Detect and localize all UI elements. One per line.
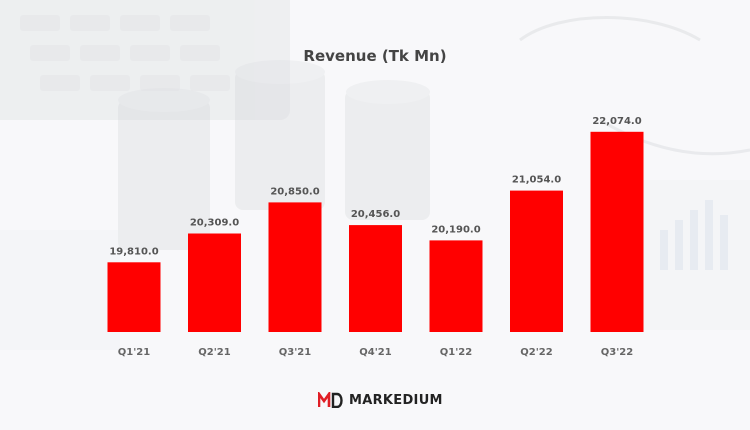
data-label: 20,456.0 <box>351 209 400 220</box>
data-label: 20,309.0 <box>190 218 239 229</box>
bar-q122 <box>429 240 483 332</box>
data-label: 19,810.0 <box>109 246 158 257</box>
bar-q121 <box>107 262 161 332</box>
bar-q322 <box>590 131 644 332</box>
data-labels-layer: 19,810.0 20,309.0 20,850.0 20,456.0 20,190.0… <box>109 116 641 257</box>
bar-q221 <box>188 233 241 332</box>
data-label: 22,074.0 <box>592 116 641 127</box>
glasses-image <box>519 16 750 156</box>
data-label: 20,850.0 <box>270 186 319 197</box>
document-chart-image <box>0 180 750 350</box>
x-tick-label: Q3'21 <box>279 347 311 358</box>
x-tick-label: Q1'21 <box>118 347 150 358</box>
x-tick-label: Q2'21 <box>198 347 230 358</box>
markedium-md-logo-icon <box>318 392 343 408</box>
x-tick-label: Q3'22 <box>601 347 633 358</box>
x-tick-labels-layer: Q1'21 Q2'21 Q3'21 Q4'21 Q1'22 Q2'22 Q3'22 <box>118 347 633 358</box>
chart-title: Revenue (Tk Mn) <box>303 47 447 65</box>
data-label: 21,054.0 <box>512 175 561 186</box>
x-tick-label: Q1'22 <box>440 347 472 358</box>
x-tick-label: Q4'21 <box>359 347 391 358</box>
bar-q321 <box>268 202 322 332</box>
coin-stacks-image <box>118 60 430 250</box>
calculator-image <box>0 0 290 120</box>
bar-q421 <box>349 225 402 332</box>
bars-layer <box>107 131 644 332</box>
brand-name: MARKEDIUM <box>349 392 443 408</box>
bar-q222 <box>510 190 563 332</box>
x-tick-label: Q2'22 <box>520 347 552 358</box>
data-label: 20,190.0 <box>431 224 480 235</box>
brand-footer: MARKEDIUM <box>318 390 443 410</box>
